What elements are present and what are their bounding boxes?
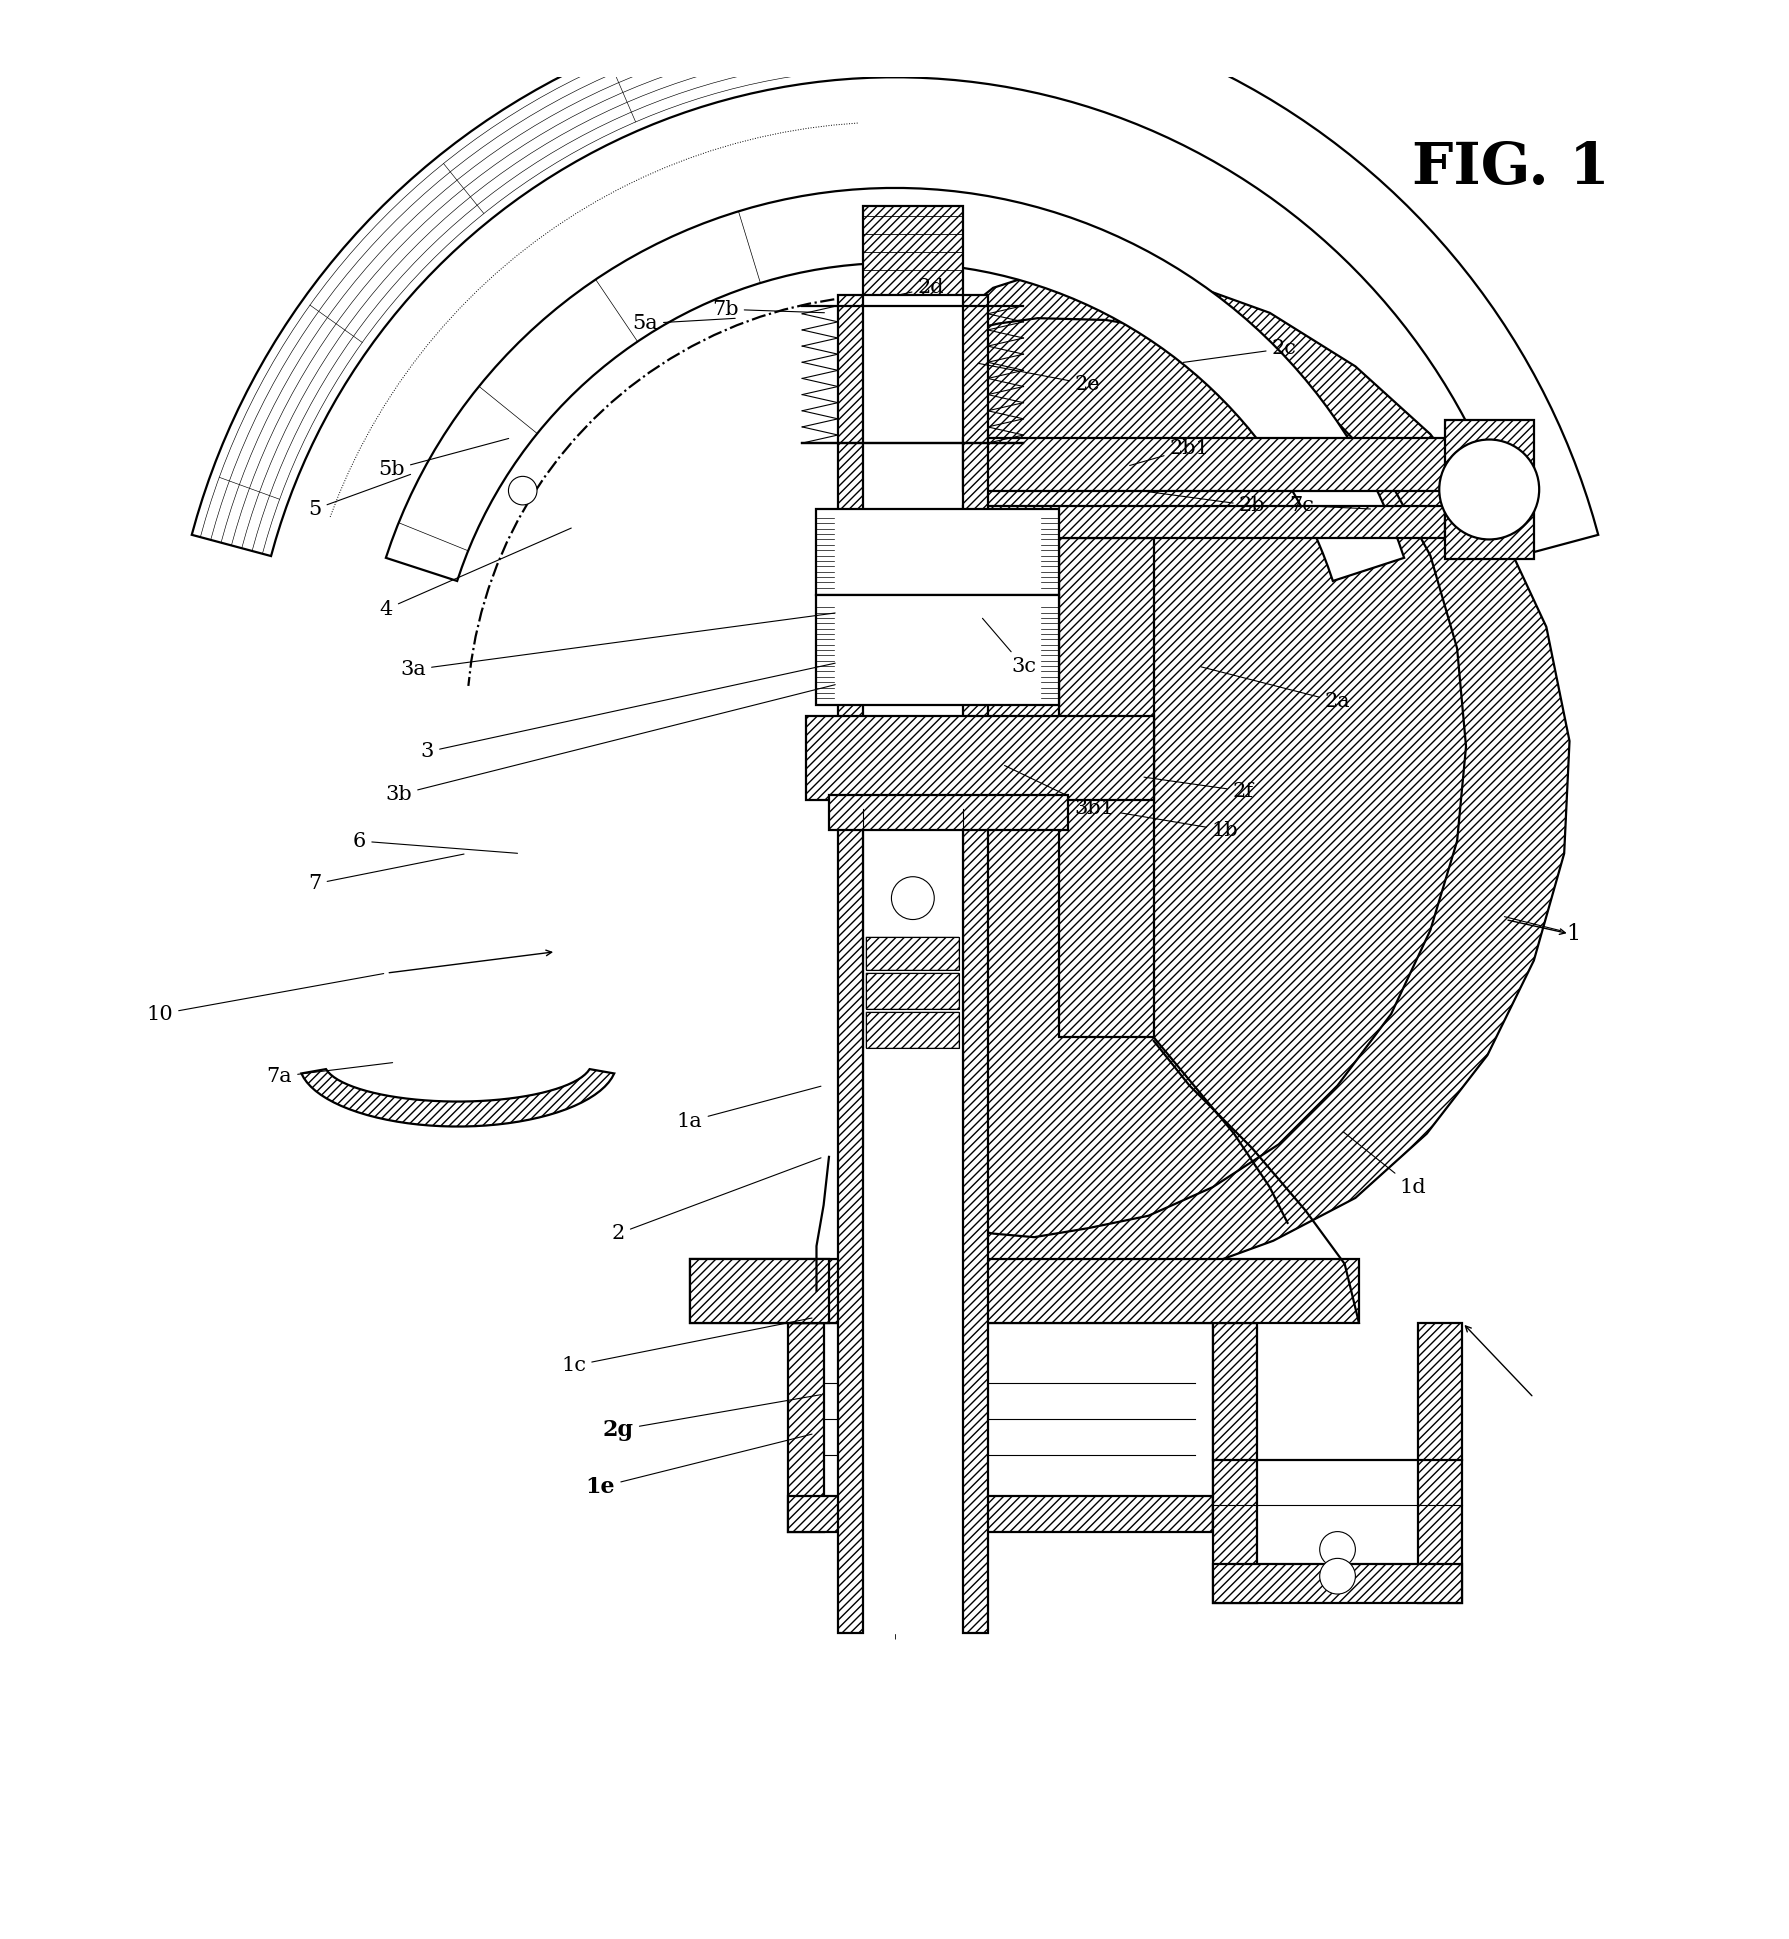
- Text: 3: 3: [420, 663, 835, 762]
- Polygon shape: [816, 510, 1059, 595]
- Text: 2g: 2g: [603, 1394, 821, 1441]
- Text: 10: 10: [147, 973, 383, 1024]
- Polygon shape: [962, 295, 988, 1633]
- Polygon shape: [191, 0, 1598, 556]
- Polygon shape: [787, 1495, 1211, 1532]
- Polygon shape: [862, 206, 962, 295]
- Text: 7a: 7a: [267, 1063, 392, 1086]
- Text: 5a: 5a: [632, 314, 735, 334]
- Text: 2f: 2f: [1143, 778, 1252, 801]
- Text: 7b: 7b: [712, 301, 825, 318]
- Text: 4: 4: [379, 527, 571, 619]
- Polygon shape: [787, 1322, 823, 1532]
- Polygon shape: [837, 295, 988, 1633]
- Text: 3b1: 3b1: [1004, 766, 1115, 818]
- Text: 2c: 2c: [1183, 339, 1295, 363]
- Text: 2: 2: [612, 1158, 821, 1243]
- Text: 1e: 1e: [585, 1435, 812, 1499]
- Polygon shape: [805, 715, 1154, 801]
- Polygon shape: [1211, 1563, 1462, 1604]
- Polygon shape: [816, 595, 1059, 706]
- Text: 2b1: 2b1: [1129, 438, 1209, 465]
- Text: 5: 5: [308, 475, 410, 518]
- Polygon shape: [386, 188, 1403, 582]
- Text: 6: 6: [352, 832, 517, 853]
- Text: 3c: 3c: [982, 619, 1036, 675]
- Text: 1c: 1c: [562, 1319, 812, 1375]
- Polygon shape: [1059, 537, 1154, 1037]
- Polygon shape: [1417, 1322, 1462, 1604]
- Polygon shape: [866, 1012, 959, 1047]
- Text: 2d: 2d: [902, 279, 943, 297]
- Polygon shape: [689, 1258, 1358, 1322]
- Text: 2e: 2e: [977, 363, 1100, 394]
- Text: 2a: 2a: [1200, 667, 1349, 712]
- Text: 2b: 2b: [1147, 493, 1265, 516]
- Polygon shape: [962, 506, 1444, 537]
- Polygon shape: [962, 438, 1465, 491]
- Polygon shape: [866, 973, 959, 1008]
- Polygon shape: [828, 795, 1068, 830]
- Text: 1a: 1a: [676, 1086, 821, 1130]
- Text: 5b: 5b: [377, 438, 508, 479]
- Polygon shape: [301, 1068, 614, 1127]
- Polygon shape: [866, 937, 959, 970]
- Text: 3b: 3b: [385, 684, 835, 805]
- Circle shape: [891, 876, 934, 919]
- Circle shape: [1318, 1559, 1354, 1594]
- Polygon shape: [689, 1258, 828, 1322]
- Polygon shape: [966, 270, 1569, 1293]
- Polygon shape: [837, 295, 862, 1633]
- Circle shape: [508, 477, 537, 504]
- Text: 1d: 1d: [1342, 1132, 1426, 1196]
- Circle shape: [1438, 440, 1539, 539]
- Circle shape: [1318, 1532, 1354, 1567]
- Polygon shape: [1444, 421, 1533, 558]
- Text: 7c: 7c: [1288, 496, 1370, 516]
- Text: 3a: 3a: [401, 613, 835, 679]
- Polygon shape: [1211, 1322, 1256, 1604]
- Text: FIG. 1: FIG. 1: [1412, 140, 1608, 196]
- Text: 1: 1: [1503, 917, 1580, 944]
- Text: 1b: 1b: [1120, 812, 1238, 840]
- Text: 7: 7: [308, 853, 463, 894]
